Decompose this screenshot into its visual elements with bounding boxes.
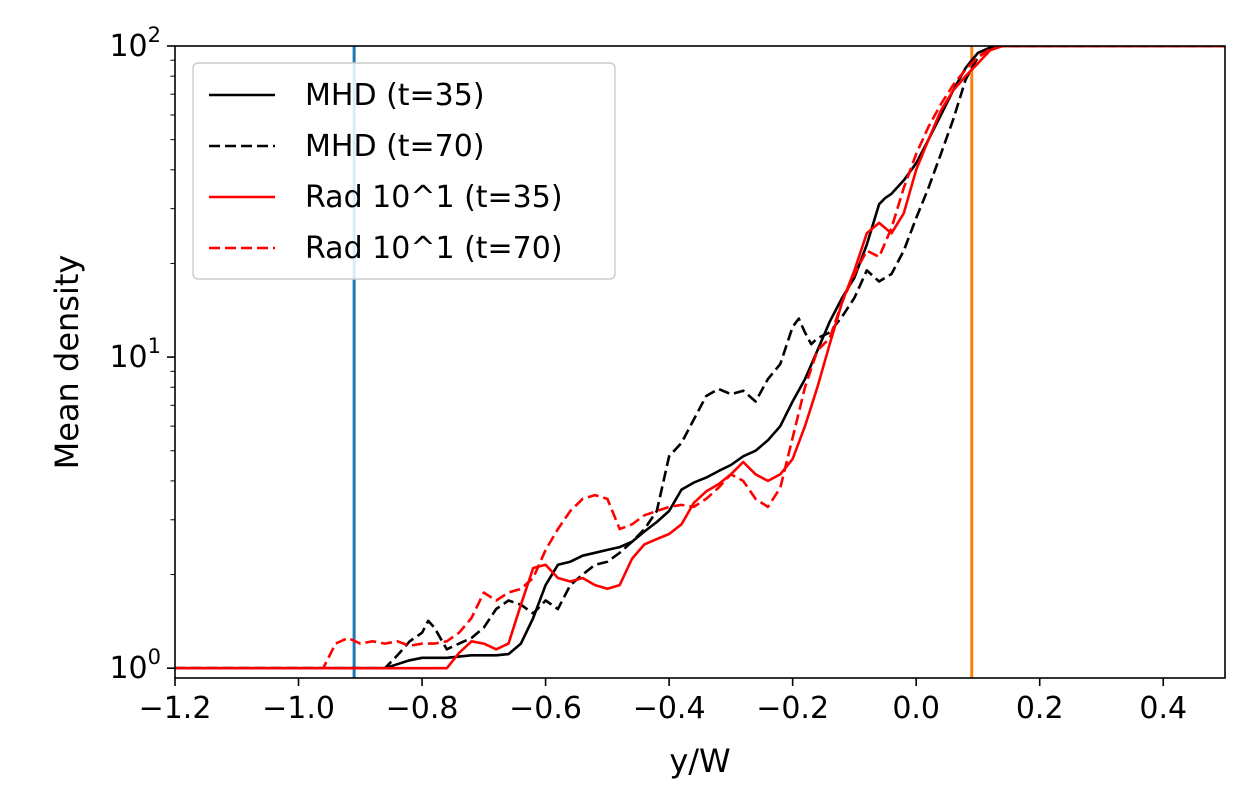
x-tick-label: −0.6	[509, 691, 582, 726]
x-tick-label: −1.0	[262, 691, 335, 726]
legend-box	[192, 62, 616, 280]
x-tick-label: −0.4	[633, 691, 706, 726]
x-axis-label: y/W	[669, 742, 730, 780]
plot-frame	[174, 45, 1226, 679]
x-tick-label: −1.2	[139, 691, 212, 726]
x-tick-label: −0.2	[756, 691, 829, 726]
series-line-2	[175, 46, 1225, 670]
x-tick-label: 0.2	[1016, 691, 1064, 726]
legend-label-1: MHD (t=35)	[305, 78, 485, 113]
y-axis-label: Mean density	[48, 255, 86, 470]
y-tick-label: 100	[109, 645, 161, 686]
axes: −1.2 −1.0 −0.8 −0.6 −0.4 −0.2 0.0 0.2 0.4 100 101 1…	[48, 23, 1226, 780]
legend-label-2: MHD (t=70)	[305, 129, 485, 164]
series-line-4	[175, 46, 1225, 670]
plot-area	[175, 46, 1225, 678]
legend-label-4: Rad 10^1 (t=70)	[305, 231, 563, 266]
legend: MHD (t=35) MHD (t=70) Rad 10^1 (t=35) Rad 1…	[192, 62, 616, 280]
x-tick-label: 0.4	[1139, 691, 1187, 726]
y-tick-label: 101	[109, 334, 161, 375]
x-tick-label: −0.8	[386, 691, 459, 726]
y-tick-label: 102	[109, 23, 161, 64]
x-tick-label: 0.0	[892, 691, 940, 726]
legend-label-3: Rad 10^1 (t=35)	[305, 180, 563, 215]
